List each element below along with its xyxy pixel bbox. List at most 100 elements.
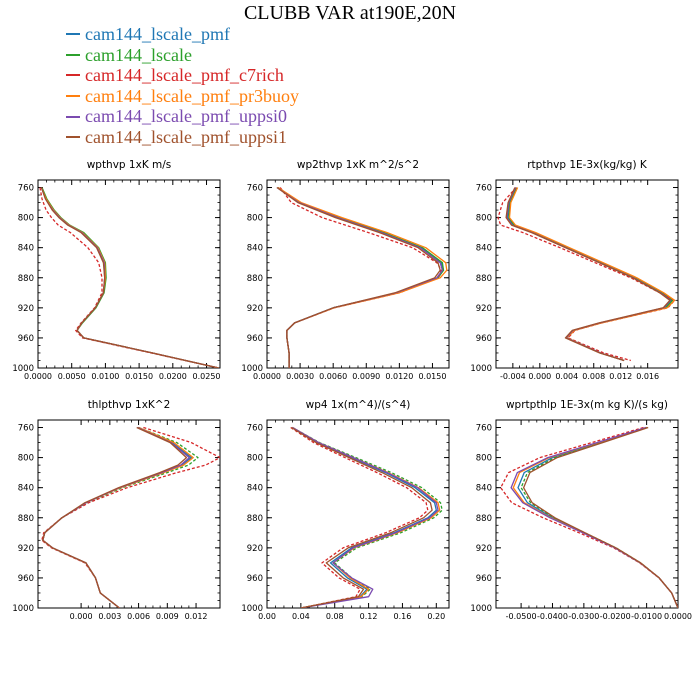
y-tick-label: 840 [247, 244, 263, 254]
series-line-2 [42, 426, 199, 608]
y-tick-label: 920 [476, 304, 492, 314]
panel-6: wprtpthlp 1E-3x(m kg K)/(s kg) 760 800 840 8… [470, 399, 692, 621]
plot-frame [37, 179, 221, 369]
x-tick-label: -0.0100 [631, 612, 662, 621]
y-tick-label: 960 [18, 574, 34, 584]
series-line-5 [42, 426, 190, 608]
y-tick-label: 800 [476, 454, 492, 464]
legend-swatch [66, 115, 80, 118]
y-tick-label: 800 [247, 454, 263, 464]
series-line-5 [292, 426, 439, 608]
y-tick-label: 880 [476, 514, 492, 524]
plot-frame [495, 419, 679, 609]
legend-item: cam144_lscale_pmf_c7rich [66, 65, 299, 86]
legend-label: cam144_lscale_pmf_c7rich [85, 65, 284, 86]
legend-item: cam144_lscale_pmf [66, 24, 299, 45]
series-line-1 [40, 187, 219, 368]
y-tick-label: 960 [476, 334, 492, 344]
y-tick-label: 760 [18, 424, 34, 434]
series-line-1 [506, 187, 672, 362]
series-line-1 [42, 426, 192, 608]
y-tick-label: 920 [18, 304, 34, 314]
series-line-3 [39, 187, 219, 368]
y-tick-label: 840 [476, 244, 492, 254]
legend-label: cam144_lscale_pmf [85, 24, 230, 44]
series-line-3 [500, 426, 678, 608]
legend-swatch [66, 136, 80, 139]
x-tick-label: 0.012 [185, 612, 208, 621]
legend: cam144_lscale_pmf cam144_lscale cam144_lsc… [66, 24, 299, 148]
series-line-5 [276, 186, 444, 368]
series-line-3 [290, 426, 429, 608]
x-tick-label: 0.0100 [91, 372, 119, 381]
series-line-3 [497, 187, 676, 362]
y-tick-label: 800 [476, 214, 492, 224]
y-tick-label: 840 [476, 484, 492, 494]
y-tick-label: 760 [476, 184, 492, 194]
x-tick-label: 0.0250 [193, 372, 221, 381]
series-line-6 [505, 187, 671, 362]
series-line-6 [291, 426, 433, 608]
series-line-4 [40, 187, 219, 368]
series-line-6 [276, 186, 441, 368]
series-line-2 [508, 187, 674, 362]
series-line-4 [277, 186, 448, 368]
series-line-1 [292, 426, 437, 608]
y-tick-label: 800 [18, 454, 34, 464]
series-line-2 [292, 426, 443, 608]
legend-label: cam144_lscale_pmf_uppsi0 [85, 106, 287, 127]
x-tick-label: 0.006 [127, 612, 150, 621]
x-tick-label: 0.0050 [58, 372, 86, 381]
panel-5: wp4 1x(m^4)/(s^4)76080084088092096010000… [241, 399, 450, 621]
legend-item: cam144_lscale_pmf_uppsi0 [66, 106, 299, 127]
series-line-4 [292, 426, 441, 608]
y-tick-label: 1000 [12, 604, 34, 614]
panel-title: wp4 1x(m^4)/(s^4) [306, 399, 411, 411]
y-tick-label: 880 [476, 274, 492, 284]
x-tick-label: 0.000 [70, 612, 93, 621]
series-line-4 [512, 426, 678, 608]
x-tick-label: 0.08 [326, 612, 344, 621]
x-tick-label: 0.20 [427, 612, 445, 621]
x-tick-label: 0.0000 [24, 372, 52, 381]
panel-title: thlpthvp 1xK^2 [88, 399, 171, 411]
x-tick-label: 0.0030 [286, 372, 314, 381]
legend-item: cam144_lscale_pmf_uppsi1 [66, 127, 299, 148]
x-tick-label: 0.004 [555, 372, 578, 381]
series-line-5 [40, 187, 219, 368]
series-line-5 [506, 187, 672, 362]
series-line-2 [41, 187, 219, 368]
panel-title: rtpthvp 1E-3x(kg/kg) K [527, 159, 648, 171]
y-tick-label: 840 [247, 484, 263, 494]
series-line-2 [277, 186, 445, 368]
plot-frame [37, 419, 221, 609]
x-tick-label: 0.0200 [159, 372, 187, 381]
y-tick-label: 880 [247, 274, 263, 284]
x-tick-label: 0.0150 [125, 372, 153, 381]
series-line-6 [42, 426, 188, 608]
x-tick-label: 0.000 [528, 372, 551, 381]
y-tick-label: 760 [476, 424, 492, 434]
series-line-6 [40, 187, 219, 368]
y-tick-label: 1000 [470, 364, 492, 374]
legend-swatch [66, 33, 80, 36]
figure-title: CLUBB VAR at190E,20N [243, 2, 457, 24]
panel-1: wpthvp 1xK m/s76080084088092096010000.00… [12, 159, 220, 381]
legend-swatch [66, 53, 80, 56]
legend-label: cam144_lscale_pmf_pr3buoy [85, 85, 299, 106]
y-tick-label: 760 [18, 184, 34, 194]
series-line-5 [510, 426, 678, 608]
y-tick-label: 880 [18, 514, 34, 524]
legend-swatch [66, 95, 80, 98]
y-tick-label: 960 [247, 574, 263, 584]
y-tick-label: 880 [247, 514, 263, 524]
x-tick-label: -0.0500 [506, 612, 537, 621]
y-tick-label: 920 [476, 544, 492, 554]
x-tick-label: 0.0000 [664, 612, 692, 621]
y-tick-label: 840 [18, 244, 34, 254]
x-tick-label: 0.0120 [385, 372, 413, 381]
y-tick-label: 960 [247, 334, 263, 344]
x-tick-label: 0.16 [394, 612, 412, 621]
panel-2: wp2thvp 1xK m^2/s^2 760 800 840 880 920 960 100… [241, 159, 450, 381]
